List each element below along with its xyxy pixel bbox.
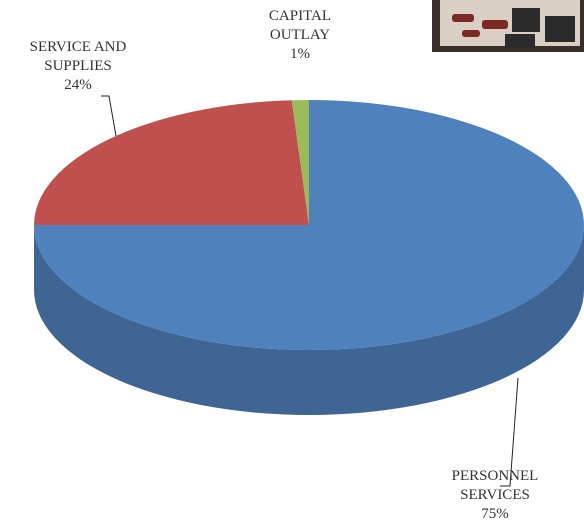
category-label: PERSONNEL SERVICES — [451, 468, 539, 503]
slice-label: SERVICE AND SUPPLIES 24% — [8, 38, 148, 95]
pie-sides — [34, 225, 584, 415]
category-label: SERVICE AND SUPPLIES — [29, 39, 127, 74]
slice-label: PERSONNEL SERVICES 75% — [440, 467, 550, 524]
value-label: 75% — [481, 506, 509, 522]
slice-label: CAPITAL OUTLAY 1% — [255, 7, 345, 64]
slice-side — [34, 225, 584, 415]
category-label: CAPITAL OUTLAY — [268, 8, 332, 43]
value-label: 1% — [290, 46, 310, 62]
value-label: 24% — [64, 77, 92, 93]
slice — [291, 100, 309, 225]
pie-tops — [34, 100, 584, 350]
pie — [34, 100, 584, 415]
leader-line — [500, 377, 519, 487]
slice — [34, 100, 309, 225]
leader-line — [101, 95, 117, 137]
photo — [432, 0, 584, 52]
leaders — [101, 95, 519, 487]
